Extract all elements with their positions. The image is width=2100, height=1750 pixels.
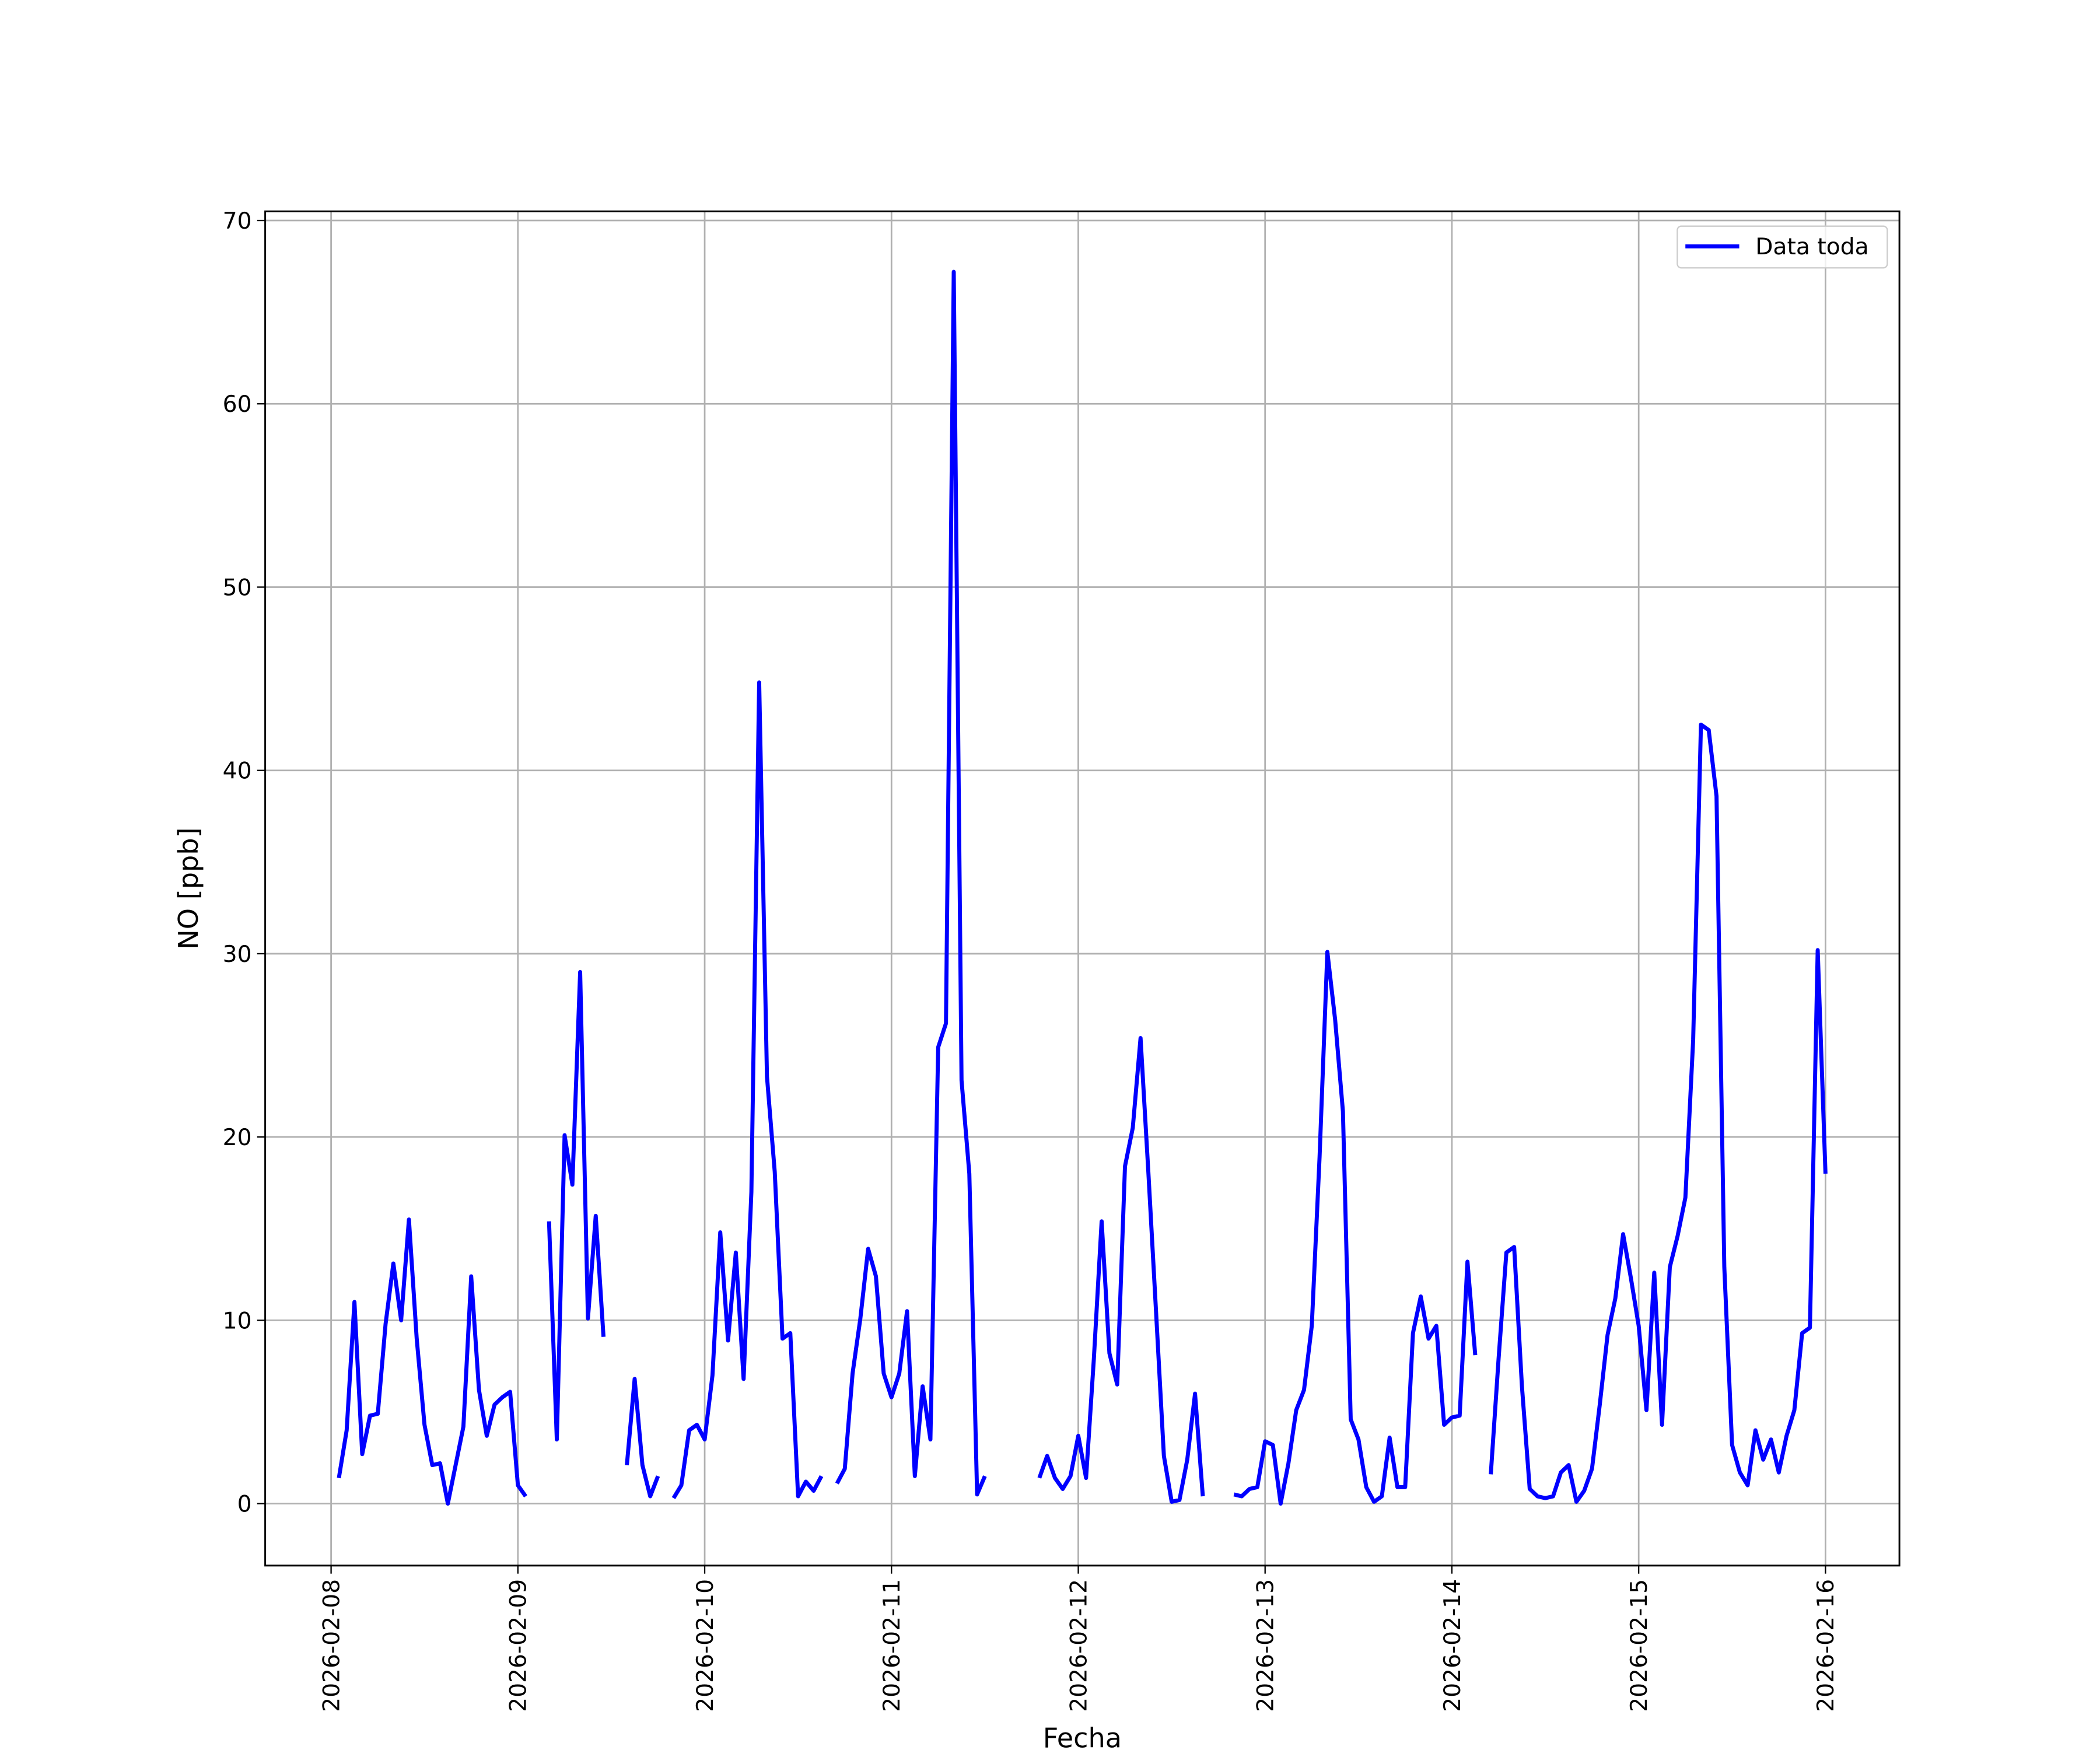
data-line bbox=[337, 270, 1828, 1506]
legend-label: Data toda bbox=[1755, 234, 1868, 260]
x-tick-label: 2026-02-11 bbox=[879, 1579, 905, 1712]
y-tick-label: 40 bbox=[223, 758, 252, 785]
y-tick-label: 0 bbox=[237, 1491, 252, 1517]
x-axis-label: Fecha bbox=[1043, 1722, 1122, 1750]
x-tick-label: 2026-02-14 bbox=[1440, 1579, 1466, 1712]
x-tick-label: 2026-02-09 bbox=[506, 1579, 532, 1712]
y-axis-label: NO [ppb] bbox=[173, 827, 204, 949]
x-tick-label: 2026-02-15 bbox=[1626, 1579, 1653, 1712]
legend: Data toda bbox=[1676, 225, 1888, 269]
x-tick-label: 2026-02-10 bbox=[692, 1579, 719, 1712]
y-tick-label: 70 bbox=[223, 208, 252, 235]
x-tick-label: 2026-02-16 bbox=[1813, 1579, 1839, 1712]
x-tick-label: 2026-02-13 bbox=[1253, 1579, 1279, 1712]
x-tick-label: 2026-02-08 bbox=[318, 1579, 345, 1712]
y-tick-label: 10 bbox=[223, 1308, 252, 1334]
x-tick-label: 2026-02-12 bbox=[1066, 1579, 1092, 1712]
legend-frame bbox=[1676, 225, 1888, 269]
plot-frame bbox=[264, 210, 1901, 1567]
y-tick-label: 60 bbox=[223, 391, 252, 418]
y-tick-label: 30 bbox=[223, 942, 252, 968]
y-tick-label: 20 bbox=[223, 1125, 252, 1151]
y-tick-label: 50 bbox=[223, 575, 252, 601]
